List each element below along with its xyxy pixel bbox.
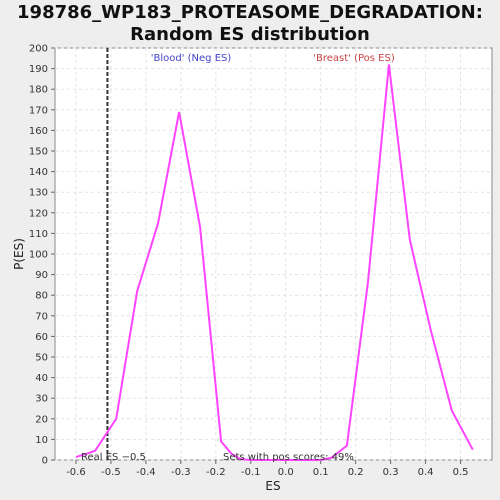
y-tick-label: 90: [35, 270, 48, 281]
y-tick-label: 190: [29, 64, 48, 75]
y-tick-label: 60: [35, 332, 48, 343]
x-tick-label: -0.2: [206, 467, 226, 478]
x-tick-label: -0.6: [66, 467, 86, 478]
grid-lines: [55, 47, 492, 461]
pos-es-label: 'Breast' (Pos ES): [313, 53, 395, 64]
x-tick-label: 0.5: [453, 467, 469, 478]
y-tick-label: 150: [29, 147, 48, 158]
x-axis-label: ES: [265, 479, 280, 493]
y-tick-label: 180: [29, 85, 48, 96]
y-tick-label: 160: [29, 126, 48, 137]
x-tick-label: -0.3: [171, 467, 191, 478]
y-tick-label: 20: [35, 414, 48, 425]
y-tick-label: 50: [35, 353, 48, 364]
x-tick-label: 0.1: [313, 467, 329, 478]
chart-title-line2: Random ES distribution: [130, 24, 370, 45]
y-tick-label: 120: [29, 208, 48, 219]
x-tick-label: 0.0: [278, 467, 294, 478]
y-axis-label: P(ES): [12, 238, 26, 270]
x-tick-label: 0.2: [348, 467, 364, 478]
x-tick-label: 0.3: [383, 467, 399, 478]
y-tick-label: 0: [42, 456, 48, 467]
x-tick-label: -0.5: [101, 467, 121, 478]
series-line: [75, 64, 474, 461]
real-es-label: Real ES −0.5: [81, 452, 146, 463]
y-tick-label: 130: [29, 188, 48, 199]
y-tick-label: 40: [35, 373, 48, 384]
chart-title-line1: 198786_WP183_PROTEASOME_DEGRADATION:: [17, 2, 483, 23]
x-tick-label: -0.1: [241, 467, 261, 478]
x-tick-label: -0.4: [136, 467, 156, 478]
y-tick-label: 80: [35, 291, 48, 302]
y-tick-label: 200: [29, 44, 48, 55]
neg-es-label: 'Blood' (Neg ES): [151, 53, 232, 64]
y-tick-label: 70: [35, 311, 48, 322]
y-axis-ticks: 0 10 20 30 40 50 60 70 80 90 100 110 120 130 140 150 160…: [29, 44, 55, 467]
sets-pos-scores-label: Sets with pos scores: 49%: [223, 452, 354, 463]
y-tick-label: 10: [35, 435, 48, 446]
chart-title: 198786_WP183_PROTEASOME_DEGRADATION: Ran…: [0, 0, 500, 46]
y-tick-label: 110: [29, 229, 48, 240]
x-tick-label: 0.4: [418, 467, 434, 478]
y-tick-label: 100: [29, 250, 48, 261]
y-tick-label: 140: [29, 167, 48, 178]
y-tick-label: 170: [29, 105, 48, 116]
x-axis-ticks: -0.6 -0.5 -0.4 -0.3 -0.2 -0.1 0.0 0.1 0.2 0.3 0.4 0…: [66, 460, 468, 478]
y-tick-label: 30: [35, 394, 48, 405]
